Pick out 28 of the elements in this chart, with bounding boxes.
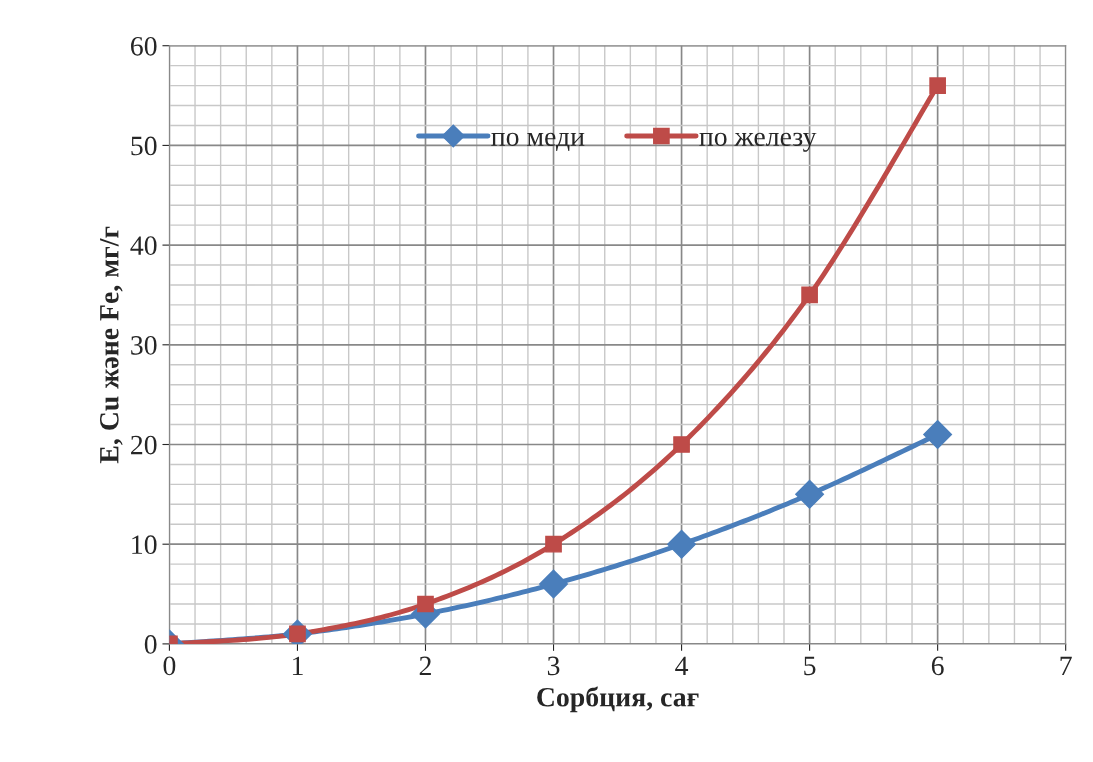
legend-label: по железу [699, 132, 817, 152]
x-tick-label: 2 [419, 656, 431, 675]
point [667, 529, 697, 559]
y-tick-label: 20 [131, 435, 157, 455]
point [923, 420, 953, 449]
y-tick-label: 60 [131, 36, 157, 56]
y-tick-label: 10 [132, 535, 157, 555]
x-tick-label: 3 [547, 656, 560, 676]
x-tick-label: 5 [804, 656, 816, 676]
x-tick-label: 7 [1060, 656, 1072, 675]
legend-label: по меди [491, 132, 585, 152]
y-tick-label: 50 [131, 136, 157, 156]
x-tick-label: 4 [675, 656, 689, 675]
y-tick-label: 40 [130, 236, 157, 256]
point [539, 569, 568, 599]
y-tick-label: 0 [144, 635, 157, 654]
x-tick-label: 0 [163, 656, 176, 676]
x-tick-label: 6 [931, 656, 944, 676]
point [929, 77, 946, 94]
x-axis-title: Сорбция, сағ [537, 686, 699, 713]
x-tick-label: 1 [292, 656, 303, 675]
point [545, 535, 562, 553]
y-axis-title: E, Cu және Fe, мг/г [99, 226, 123, 464]
point [673, 436, 690, 453]
y-tick-label: 30 [131, 335, 157, 355]
point [801, 286, 818, 304]
point [417, 595, 434, 613]
point [795, 479, 825, 509]
